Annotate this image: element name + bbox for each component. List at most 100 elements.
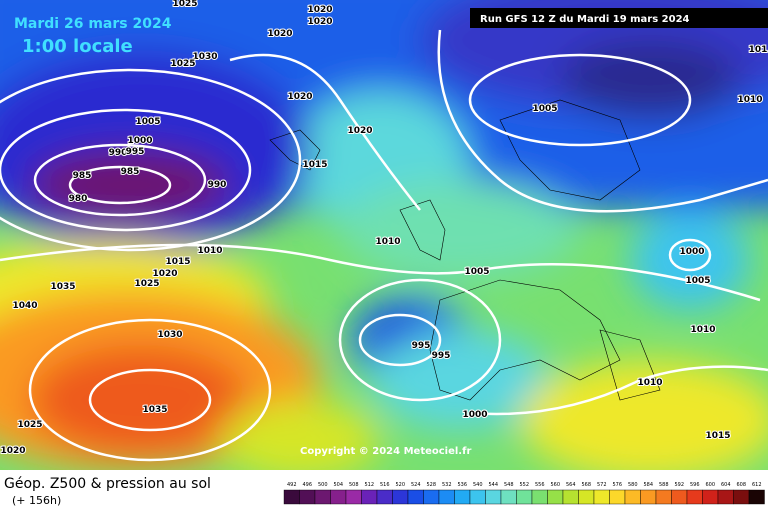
legend-swatch [686,489,703,505]
legend-tick-label: 604 [721,482,731,488]
isobar-label: 1005 [685,276,710,286]
coastlines [269,99,661,401]
legend-swatch [578,489,595,505]
legend-tick-label: 572 [597,482,607,488]
legend-swatch [748,489,765,505]
isobar-label: 1020 [347,126,372,136]
isobar-label: 101 [749,45,768,55]
legend-swatch [407,489,424,505]
legend-swatch [655,489,672,505]
map-background [0,0,768,470]
isobar-label: 1020 [267,29,292,39]
legend-swatch [485,489,502,505]
legend-tick-label: 544 [488,482,498,488]
legend-swatch [299,489,316,505]
legend-swatch [671,489,688,505]
legend-swatch [702,489,719,505]
legend-swatch [376,489,393,505]
isobar-label: 1010 [375,237,400,247]
isobar-label: 985 [121,167,140,177]
legend-swatch [516,489,533,505]
isobar-label: 1015 [705,431,730,441]
isobars [0,29,768,462]
isobar-label: 995 [412,341,431,351]
time-text: 1:00 locale [22,36,133,57]
legend-tick-label: 492 [287,482,297,488]
isobar-label: 1020 [0,446,25,456]
legend-tick-label: 580 [628,482,638,488]
legend-tick-label: 504 [333,482,343,488]
run-text: Run GFS 12 Z du Mardi 19 mars 2024 [480,14,690,25]
legend-tick-label: 588 [659,482,669,488]
footer-title: Géop. Z500 & pression au sol [4,476,211,492]
legend-tick-label: 556 [535,482,545,488]
legend-tick-label: 600 [705,482,715,488]
isobar-label: 1040 [12,301,37,311]
isobar-label: 1025 [170,59,195,69]
legend-swatch [361,489,378,505]
legend-swatch [438,489,455,505]
legend-swatch [423,489,440,505]
legend-tick-label: 560 [550,482,560,488]
legend-tick-label: 576 [612,482,622,488]
legend-tick-label: 520 [395,482,405,488]
legend-swatch [469,489,486,505]
legend-swatch [547,489,564,505]
legend-swatch [454,489,471,505]
footer-lead: (+ 156h) [12,494,61,507]
legend-swatch [314,489,331,505]
legend-swatch [609,489,626,505]
isobar-label: 1035 [142,405,167,415]
legend-tick-label: 608 [736,482,746,488]
legend-tick-label: 532 [442,482,452,488]
isobar-label: 1010 [197,246,222,256]
isobar-label: 1005 [135,117,160,127]
legend-tick-label: 564 [566,482,576,488]
isobar-label: 1020 [307,17,332,27]
isobar-label: 1025 [17,420,42,430]
legend-tick-label: 596 [690,482,700,488]
isobar-label: 1010 [637,378,662,388]
isobar-label: 1015 [165,257,190,267]
legend-tick-label: 536 [457,482,467,488]
isobar-label: 1020 [152,269,177,279]
legend-tick-label: 512 [364,482,374,488]
legend-tick-label: 516 [380,482,390,488]
run-banner [470,8,768,28]
isobar-label: 1005 [532,104,557,114]
legend-tick-label: 612 [752,482,762,488]
isobar-label: 1025 [172,0,197,9]
legend-tick-label: 584 [643,482,653,488]
isobar-label: 990 [208,180,227,190]
legend-swatch [345,489,362,505]
legend-swatch [624,489,641,505]
legend-tick-label: 548 [504,482,514,488]
isobar-label: 995 [432,351,451,361]
isobar-label: 985 [73,171,92,181]
isobar-label: 1000 [127,136,152,146]
isobar-labels: 1025 1020 1020 1020 1030 1025 1020 1005 1000 990 9… [0,0,768,457]
isobar-label: 1010 [690,325,715,335]
legend-tick-label: 540 [473,482,483,488]
isobar-label: 1030 [157,330,182,340]
isobar-label: 980 [69,194,88,204]
legend-swatch [717,489,734,505]
legend-swatch [531,489,548,505]
legend-swatch [330,489,347,505]
date-text: Mardi 26 mars 2024 [14,16,172,32]
legend-tick-label: 500 [318,482,328,488]
isobar-label: 1000 [462,410,487,420]
legend-tick-label: 528 [426,482,436,488]
legend-swatch [733,489,750,505]
isobar-label: 990 [109,148,128,158]
isobar-label: 1015 [302,160,327,170]
isobar-label: 1020 [287,92,312,102]
legend-swatch [640,489,657,505]
isobar-label: 1005 [464,267,489,277]
isobar-label: 1010 [737,95,762,105]
isobar-label: 1020 [307,5,332,15]
legend-tick-label: 508 [349,482,359,488]
legend-swatch [392,489,409,505]
